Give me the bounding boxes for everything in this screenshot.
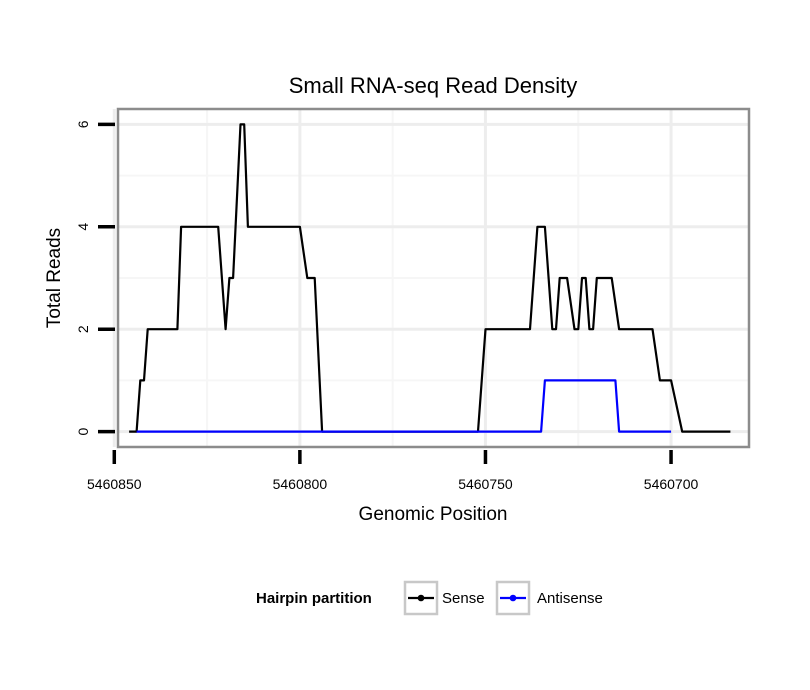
x-axis-title: Genomic Position: [359, 504, 508, 525]
legend-key-point-antisense: [509, 594, 517, 602]
legend-label-sense: Sense: [442, 590, 485, 607]
legend-key-point-sense: [417, 594, 425, 602]
x-tick-label: 5460700: [644, 476, 699, 492]
x-axis: 5460850 5460800 5460750 5460700: [87, 450, 699, 492]
legend-label-antisense: Antisense: [537, 590, 603, 607]
x-tick-label: 5460800: [273, 476, 328, 492]
grid: [112, 109, 749, 447]
y-tick-label: 0: [75, 428, 91, 436]
y-tick-label: 4: [75, 223, 91, 231]
x-tick-label: 5460750: [458, 476, 513, 492]
legend-title: Hairpin partition: [256, 590, 372, 607]
plot-panel-border: [116, 107, 751, 449]
legend: Hairpin partition Sense Antisense: [256, 580, 603, 616]
series-line-sense: [129, 123, 731, 433]
series-line-antisense: [136, 379, 672, 433]
chart-title: Small RNA-seq Read Density: [289, 73, 578, 98]
series-layer: [129, 123, 731, 433]
x-tick-label: 5460850: [87, 476, 142, 492]
y-axis-title: Total Reads: [44, 228, 65, 328]
y-tick-label: 6: [75, 120, 91, 128]
y-axis: 0 2 4 6: [75, 120, 115, 436]
y-tick-label: 2: [75, 325, 91, 333]
